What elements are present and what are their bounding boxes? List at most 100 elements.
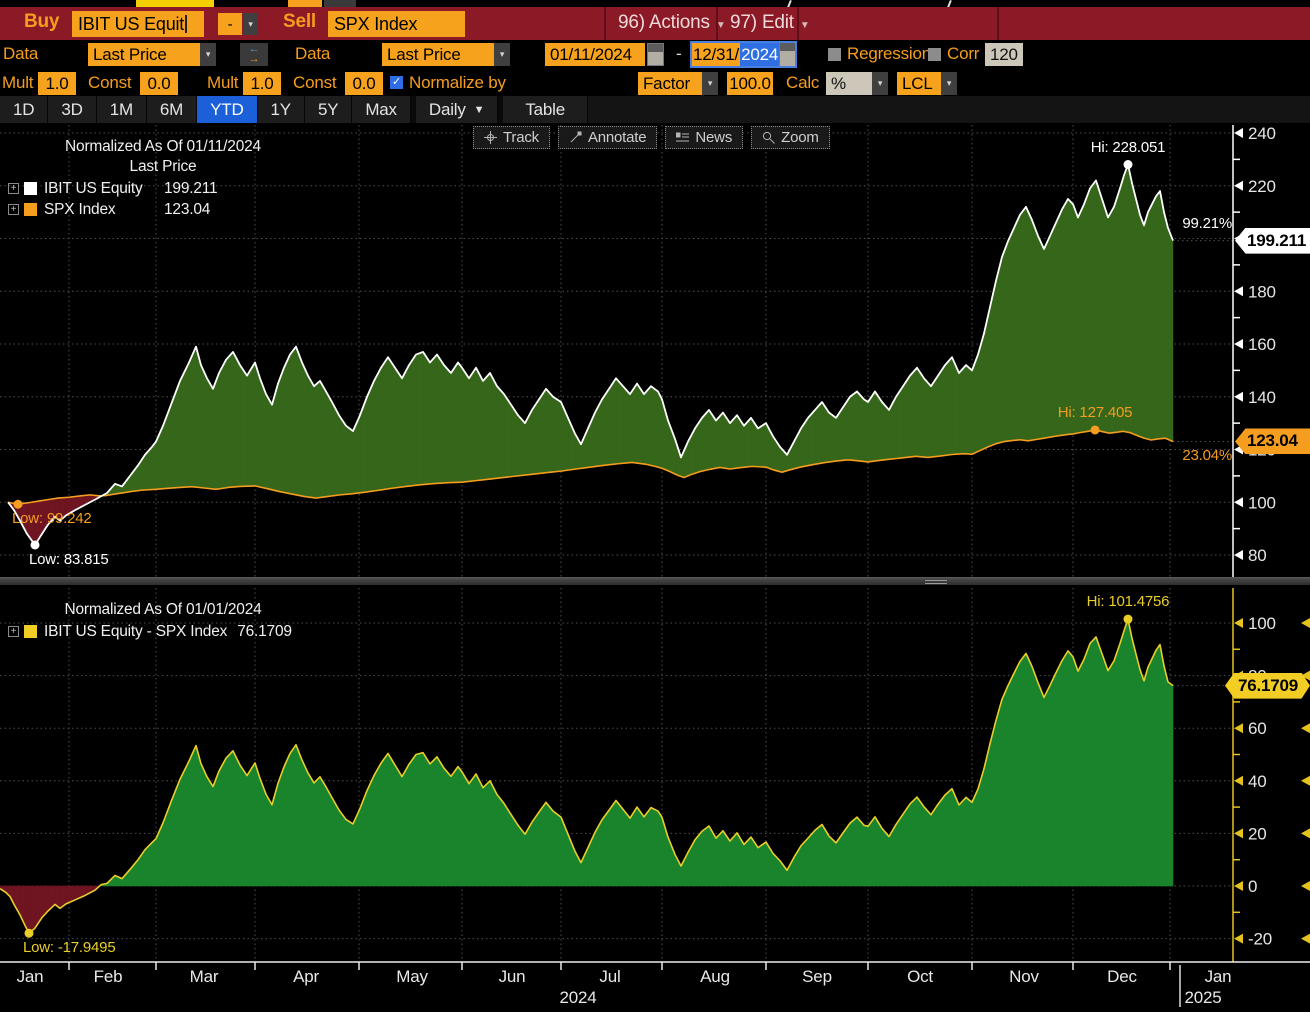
- y-axis-tick-label: 100: [1248, 614, 1276, 633]
- factor-dropdown[interactable]: ▾: [702, 72, 718, 95]
- tab-3d[interactable]: 3D: [48, 96, 97, 123]
- annotate-label: Annotate: [587, 129, 647, 146]
- normalize-label: Normalize by: [409, 73, 506, 92]
- corr-window-input[interactable]: 120: [985, 43, 1023, 66]
- track-label: Track: [503, 129, 539, 146]
- const-label-1: Const: [88, 73, 132, 92]
- news-lines-icon: [676, 132, 690, 142]
- corr-label: Corr: [947, 44, 980, 63]
- data-source-select-2[interactable]: Last Price: [382, 43, 494, 66]
- mult-const-controls-row: Mult 1.0 Const 0.0 Mult 1.0 Const 0.0 ✓ …: [0, 70, 1310, 96]
- pair-operator-field[interactable]: -: [218, 13, 242, 35]
- actions-menu[interactable]: 96) Actions ▼: [618, 12, 726, 33]
- tab-separator: [498, 96, 504, 123]
- divider-grip-icon: [925, 580, 947, 584]
- const-label-2: Const: [293, 73, 337, 92]
- text-cursor: [185, 15, 188, 33]
- track-button[interactable]: Track: [473, 126, 550, 149]
- top-chart-plot-area[interactable]: [0, 125, 1173, 575]
- mult-label-2: Mult: [207, 73, 239, 92]
- data-controls-row: Data Last Price ▾ ← → Data Last Price ▾ …: [0, 41, 1310, 70]
- cutoff-yellow-fragment: [136, 0, 214, 7]
- swap-arrow-left-icon: ←: [248, 42, 260, 55]
- y-axis-tick-label: 120: [1248, 441, 1276, 460]
- y-axis-tick-label: 200: [1248, 230, 1276, 249]
- buy-label: Buy: [24, 11, 60, 32]
- sell-label: Sell: [283, 11, 316, 32]
- lcl-select[interactable]: LCL: [897, 72, 941, 95]
- cutoff-orange-fragment: [288, 0, 322, 7]
- regression-label: Regression: [847, 44, 931, 63]
- date-from-input[interactable]: 01/11/2024: [545, 43, 645, 66]
- tab-1y[interactable]: 1Y: [257, 96, 305, 123]
- zoom-button[interactable]: Zoom: [751, 126, 830, 149]
- tab-1m[interactable]: 1M: [96, 96, 147, 123]
- tab-5y[interactable]: 5Y: [304, 96, 353, 123]
- corr-checkbox[interactable]: [928, 48, 941, 61]
- y-axis-tick-label: 140: [1248, 388, 1276, 407]
- sell-ticker-input[interactable]: SPX Index: [328, 11, 465, 37]
- tab-1d[interactable]: 1D: [0, 96, 49, 123]
- data-label-1: Data: [3, 44, 39, 63]
- y-axis-tick-label: 0: [1248, 877, 1257, 896]
- swap-securities-button[interactable]: ← →: [240, 43, 268, 66]
- mult-input-1[interactable]: 1.0: [38, 72, 76, 95]
- chart-canvas: 80 100 120 140 160 180 200 220 240 -20 0 20 40 60 80 10…: [0, 124, 1310, 1007]
- date-to-input[interactable]: 12/31/ 2024: [690, 41, 798, 68]
- tab-ytd[interactable]: YTD: [197, 96, 258, 123]
- tab-6m[interactable]: 6M: [146, 96, 198, 123]
- hi-low-marker-dot: [1090, 425, 1100, 435]
- y-axis-tick-label: 60: [1248, 719, 1267, 738]
- edit-menu[interactable]: 97) Edit ▼: [730, 12, 810, 33]
- hi-low-marker-dot: [30, 540, 40, 550]
- calendar-icon[interactable]: [647, 43, 664, 66]
- x-axis: [0, 961, 1310, 1007]
- const-input-2[interactable]: 0.0: [345, 72, 383, 95]
- annotate-pencil-icon: [570, 131, 582, 143]
- y-axis-tick-label: 240: [1248, 124, 1276, 143]
- y-axis-tick-label: 80: [1248, 667, 1267, 686]
- data-source-select-1[interactable]: Last Price: [88, 43, 200, 66]
- data-source-dropdown-2[interactable]: ▾: [494, 43, 510, 66]
- annotate-button[interactable]: Annotate: [557, 126, 658, 149]
- mult-input-2[interactable]: 1.0: [243, 72, 281, 95]
- chevron-down-icon: ▼: [473, 103, 485, 116]
- bottom-chart-plot-area[interactable]: [0, 588, 1173, 955]
- hi-low-marker-dot: [1123, 160, 1133, 170]
- calc-unit-select[interactable]: %: [826, 72, 872, 95]
- mult-label-1: Mult: [2, 73, 34, 92]
- factor-value-input[interactable]: 100.0: [727, 72, 773, 95]
- buy-ticker-value: IBIT US Equit: [78, 13, 185, 34]
- sell-ticker-value: SPX Index: [334, 13, 418, 34]
- tab-separator: [410, 96, 416, 123]
- hi-low-marker-dot: [24, 928, 34, 938]
- track-crosshair-icon: [484, 131, 497, 144]
- tab-max[interactable]: Max: [352, 96, 411, 123]
- y-axis-tick-label: 100: [1248, 493, 1276, 512]
- pair-operator-dropdown[interactable]: ▾: [243, 13, 258, 35]
- chevron-down-icon: ▼: [715, 20, 726, 31]
- buy-ticker-input[interactable]: IBIT US Equit: [72, 11, 204, 37]
- calc-unit-dropdown[interactable]: ▾: [872, 72, 888, 95]
- buy-sell-toolbar: Buy IBIT US Equit - ▾ Sell SPX Index 96)…: [0, 7, 1310, 40]
- chart-pane-divider[interactable]: [0, 577, 1310, 585]
- normalize-checkbox[interactable]: ✓: [390, 76, 403, 89]
- tab-table[interactable]: Table: [503, 96, 589, 123]
- cutoff-grey-fragment: [324, 0, 356, 7]
- calendar-icon[interactable]: [779, 43, 796, 66]
- swap-arrow-right-icon: →: [248, 52, 260, 65]
- hi-low-marker-dot: [1123, 614, 1133, 624]
- magnifier-icon: [763, 131, 775, 144]
- news-button[interactable]: News: [665, 126, 744, 149]
- lcl-dropdown[interactable]: ▾: [941, 72, 957, 95]
- factor-select[interactable]: Factor: [638, 72, 702, 95]
- regression-checkbox[interactable]: [828, 48, 841, 61]
- const-input-1[interactable]: 0.0: [140, 72, 178, 95]
- y-axis-tick-label: 40: [1248, 772, 1267, 791]
- date-to-prefix: 12/31/: [693, 44, 740, 64]
- y-axis-tick-label: 220: [1248, 177, 1276, 196]
- frequency-select-daily[interactable]: Daily ▼: [415, 96, 499, 123]
- hi-low-marker-dot: [13, 499, 23, 509]
- data-source-dropdown-1[interactable]: ▾: [200, 43, 216, 66]
